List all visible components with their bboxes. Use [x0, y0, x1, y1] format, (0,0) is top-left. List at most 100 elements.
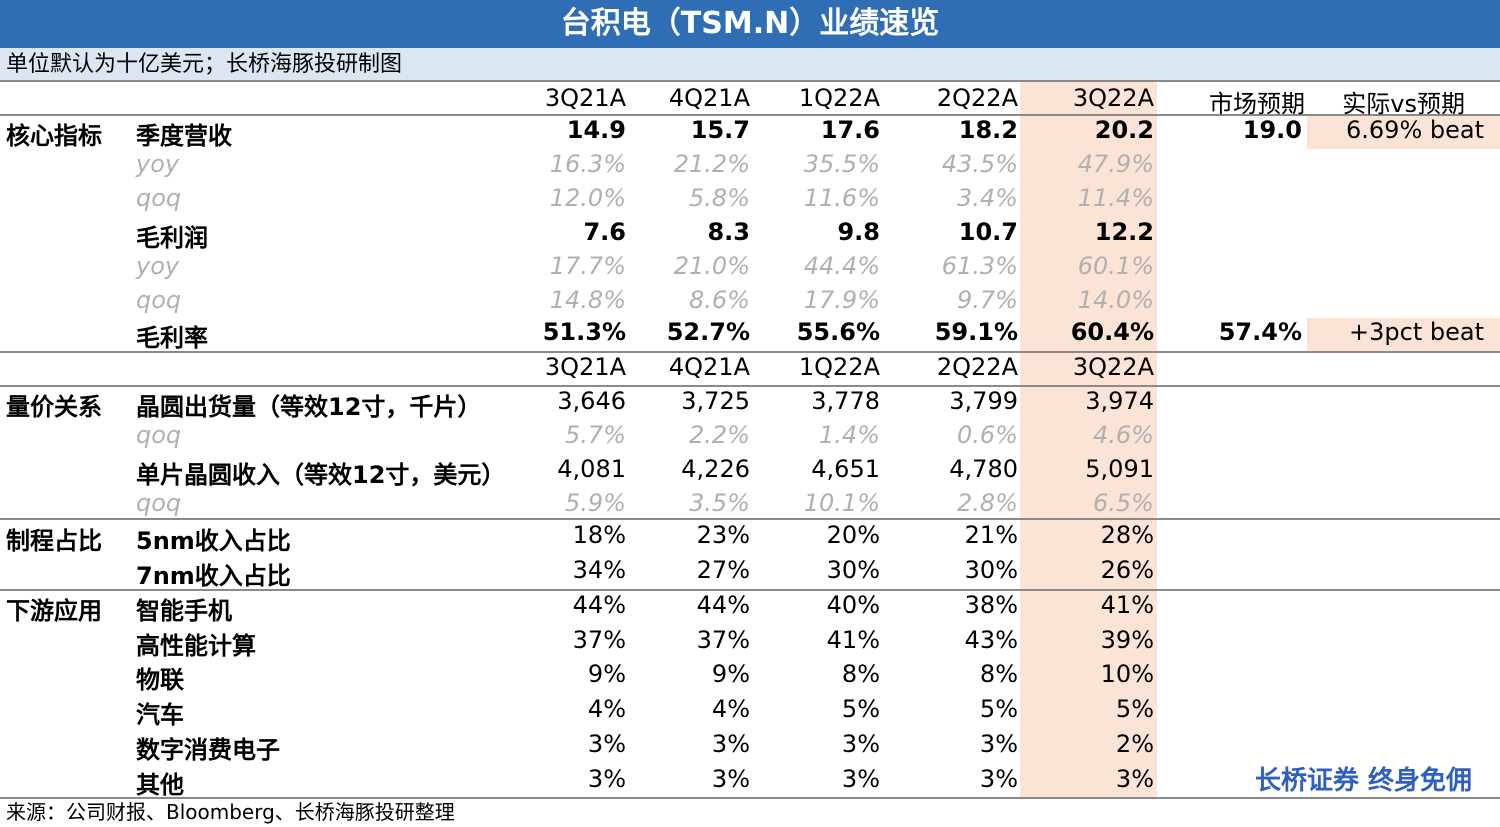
table-cell: 3% — [979, 765, 1018, 793]
table-cell: 3,725 — [681, 387, 750, 415]
table-row: 核心指标 季度营收 14.9 15.7 17.6 18.2 20.2 19.0 6.69% be… — [0, 116, 1500, 150]
table-row: 其他 3% 3% 3% 3% 3% — [0, 765, 1500, 799]
table-cell: 14.0% — [1077, 286, 1154, 314]
expect-cell: 19.0 — [1242, 116, 1302, 144]
table-cell: 6.5% — [1093, 489, 1154, 517]
row-label: qoq — [136, 286, 182, 314]
table-cell: 3.4% — [957, 184, 1018, 212]
table-cell: 55.6% — [796, 318, 880, 346]
table-cell: 39% — [1100, 626, 1154, 654]
table-row: qoq 12.0% 5.8% 11.6% 3.4% 11.4% — [0, 184, 1500, 217]
column-header: 1Q22A — [798, 84, 880, 112]
row-label: 毛利润 — [136, 224, 208, 252]
column-header: 3Q21A — [544, 353, 626, 381]
row-label: 汽车 — [136, 701, 184, 729]
divider — [0, 518, 1500, 520]
row-label: qoq — [136, 184, 182, 212]
table-row: 量价关系 晶圆出货量（等效12寸，千片） 3,646 3,725 3,778 3,799 3… — [0, 387, 1500, 421]
table-row: 单片晶圆收入（等效12寸，美元） 4,081 4,226 4,651 4,780 5,09… — [0, 455, 1500, 489]
table-cell: 61.3% — [941, 252, 1018, 280]
table-cell: 4,226 — [681, 455, 750, 483]
row-label: 物联 — [136, 666, 184, 694]
table-cell: 44% — [696, 591, 750, 619]
table-row: qoq 5.9% 3.5% 10.1% 2.8% 6.5% — [0, 489, 1500, 522]
row-label: 毛利率 — [136, 324, 208, 352]
table-cell: 2.2% — [689, 421, 750, 449]
table-row: yoy 16.3% 21.2% 35.5% 43.5% 47.9% — [0, 150, 1500, 183]
row-label: 单片晶圆收入（等效12寸，美元） — [136, 461, 506, 489]
table-cell: 5% — [841, 695, 880, 723]
table-cell: 35.5% — [803, 150, 880, 178]
row-label: 季度营收 — [136, 122, 232, 150]
table-cell: 51.3% — [542, 318, 626, 346]
table-cell: 21.2% — [673, 150, 750, 178]
table-subheader-row: 3Q21A 4Q21A 1Q22A 2Q22A 3Q22A — [0, 353, 1500, 386]
table-row: 下游应用 智能手机 44% 44% 40% 38% 41% — [0, 591, 1500, 625]
table-cell: 3,778 — [811, 387, 880, 415]
table-cell: 14.9 — [566, 116, 626, 144]
table-row: 毛利润 7.6 8.3 9.8 10.7 12.2 — [0, 218, 1500, 252]
row-label: 7nm收入占比 — [136, 562, 291, 590]
table-cell: 59.1% — [934, 318, 1018, 346]
table-cell: 1.4% — [819, 421, 880, 449]
column-header: 1Q22A — [798, 353, 880, 381]
table-cell: 17.9% — [803, 286, 880, 314]
source-note: 来源：公司财报、Bloomberg、长桥海豚投研整理 — [6, 800, 455, 824]
table-cell: 5.8% — [689, 184, 750, 212]
divider — [0, 797, 1500, 799]
expect-header: 市场预期 — [1209, 90, 1305, 118]
table-cell: 15.7 — [690, 116, 750, 144]
table-cell: 8.6% — [689, 286, 750, 314]
table-cell: 5.7% — [565, 421, 626, 449]
table-cell: 3% — [587, 730, 626, 758]
divider — [0, 114, 1500, 116]
table-cell: 3% — [841, 730, 880, 758]
table-cell: 18.2 — [958, 116, 1018, 144]
table-cell: 21.0% — [673, 252, 750, 280]
highlight-column-3q22a — [1020, 82, 1157, 799]
table-cell: 8% — [841, 660, 880, 688]
highlight-vs-margin — [1307, 318, 1500, 351]
table-cell: 37% — [696, 626, 750, 654]
table-cell: 60.4% — [1070, 318, 1154, 346]
table-cell: 3,646 — [557, 387, 626, 415]
table-cell: 3% — [841, 765, 880, 793]
brand-slogan: 长桥证券 终身免佣 — [1254, 766, 1472, 796]
table-cell: 14.8% — [549, 286, 626, 314]
table-row: 高性能计算 37% 37% 41% 43% 39% — [0, 626, 1500, 660]
table-cell: 3,974 — [1085, 387, 1154, 415]
table-cell: 52.7% — [666, 318, 750, 346]
table-cell: 9.7% — [957, 286, 1018, 314]
table-cell: 40% — [826, 591, 880, 619]
table-cell: 11.4% — [1077, 184, 1154, 212]
table-cell: 4% — [711, 695, 750, 723]
table-cell: 41% — [1100, 591, 1154, 619]
table-cell: 10% — [1100, 660, 1154, 688]
table-cell: 3.5% — [689, 489, 750, 517]
table-cell: 17.6 — [820, 116, 880, 144]
table-cell: 11.6% — [803, 184, 880, 212]
expect-cell: 57.4% — [1218, 318, 1302, 346]
table-row: 数字消费电子 3% 3% 3% 3% 2% — [0, 730, 1500, 764]
row-label: qoq — [136, 489, 182, 517]
table-cell: 3% — [711, 730, 750, 758]
table-row: 7nm收入占比 34% 27% 30% 30% 26% — [0, 556, 1500, 590]
table-cell: 4.6% — [1093, 421, 1154, 449]
table-cell: 12.0% — [549, 184, 626, 212]
table-cell: 38% — [964, 591, 1018, 619]
section-label: 量价关系 — [6, 393, 102, 421]
table-row: 制程占比 5nm收入占比 18% 23% 20% 21% 28% — [0, 521, 1500, 555]
vs-cell: 6.69% beat — [1346, 116, 1484, 144]
table-cell: 20% — [826, 521, 880, 549]
table-cell: 23% — [696, 521, 750, 549]
row-label: 其他 — [136, 771, 184, 799]
table-cell: 4,081 — [557, 455, 626, 483]
table-cell: 28% — [1100, 521, 1154, 549]
table-cell: 10.1% — [803, 489, 880, 517]
row-label: 智能手机 — [136, 597, 232, 625]
table-row: yoy 17.7% 21.0% 44.4% 61.3% 60.1% — [0, 252, 1500, 285]
table-cell: 3% — [1115, 765, 1154, 793]
table-cell: 3% — [979, 730, 1018, 758]
row-label: 数字消费电子 — [136, 736, 280, 764]
